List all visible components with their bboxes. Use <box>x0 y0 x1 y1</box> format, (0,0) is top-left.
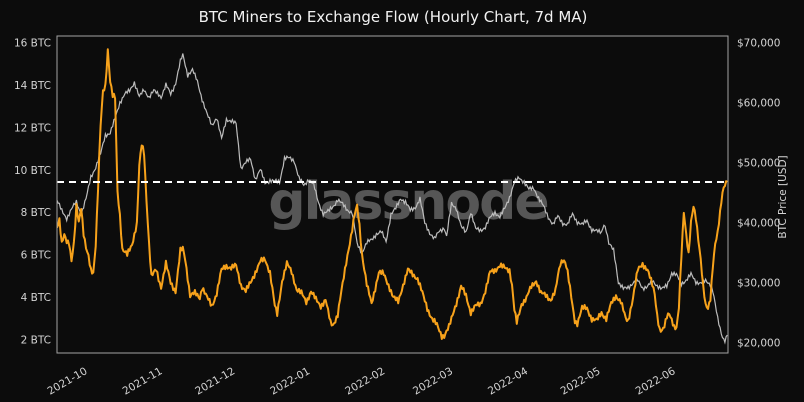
x-tick-label: 2022-05 <box>559 365 603 397</box>
btc-price-line <box>57 53 728 345</box>
x-tick-label: 2022-03 <box>411 365 455 397</box>
left-tick-label: 16 BTC <box>14 38 51 50</box>
x-tick-label: 2021-10 <box>46 365 90 397</box>
left-tick-label: 14 BTC <box>14 80 51 92</box>
left-tick-label: 6 BTC <box>21 250 51 262</box>
plot-border <box>56 35 729 354</box>
x-tick-label: 2022-02 <box>343 365 387 397</box>
miners-flow-line <box>57 48 728 340</box>
left-axis-ticks: 16 BTC 14 BTC 12 BTC 10 BTC 8 BTC 6 BTC 4 BTC 2… <box>14 38 51 347</box>
x-tick-label: 2022-06 <box>634 365 678 397</box>
right-tick-label: $50,000 <box>737 158 780 170</box>
right-axis-ticks: $70,000 $60,000 $50,000 $40,000 $30,000 $20,0… <box>737 38 780 350</box>
right-tick-label: $30,000 <box>737 278 780 290</box>
x-tick-label: 2021-11 <box>121 365 165 397</box>
right-tick-label: $70,000 <box>737 38 780 50</box>
left-tick-label: 2 BTC <box>21 334 51 346</box>
right-axis-title: BTC Price [USD] <box>777 155 789 238</box>
x-tick-label: 2021-12 <box>193 365 237 397</box>
right-tick-label: $40,000 <box>737 218 780 230</box>
x-tick-label: 2022-04 <box>486 365 530 397</box>
x-axis-ticks: 2021-10 2021-11 2021-12 2022-01 2022-02 2022-… <box>46 365 678 397</box>
right-tick-label: $20,000 <box>737 338 780 350</box>
plot-series-area <box>57 48 728 345</box>
left-tick-label: 10 BTC <box>14 165 51 177</box>
left-tick-label: 8 BTC <box>21 207 51 219</box>
chart-title: BTC Miners to Exchange Flow (Hourly Char… <box>199 8 588 26</box>
left-tick-label: 12 BTC <box>14 122 51 134</box>
x-tick-label: 2022-01 <box>268 365 312 397</box>
left-tick-label: 4 BTC <box>21 292 51 304</box>
right-tick-label: $60,000 <box>737 98 780 110</box>
